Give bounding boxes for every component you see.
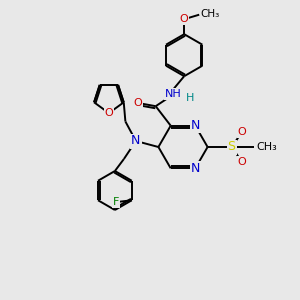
Text: F: F bbox=[112, 197, 119, 207]
Text: CH₃: CH₃ bbox=[256, 142, 277, 152]
Text: N: N bbox=[190, 119, 200, 132]
Text: S: S bbox=[228, 140, 236, 154]
Text: N: N bbox=[190, 162, 200, 175]
Text: NH: NH bbox=[165, 89, 182, 99]
Text: O: O bbox=[238, 157, 247, 167]
Text: O: O bbox=[104, 108, 113, 118]
Text: H: H bbox=[186, 93, 194, 103]
Text: O: O bbox=[238, 127, 247, 137]
Text: O: O bbox=[133, 98, 142, 108]
Text: O: O bbox=[180, 14, 189, 24]
Text: N: N bbox=[131, 134, 141, 148]
Text: CH₃: CH₃ bbox=[201, 9, 220, 19]
